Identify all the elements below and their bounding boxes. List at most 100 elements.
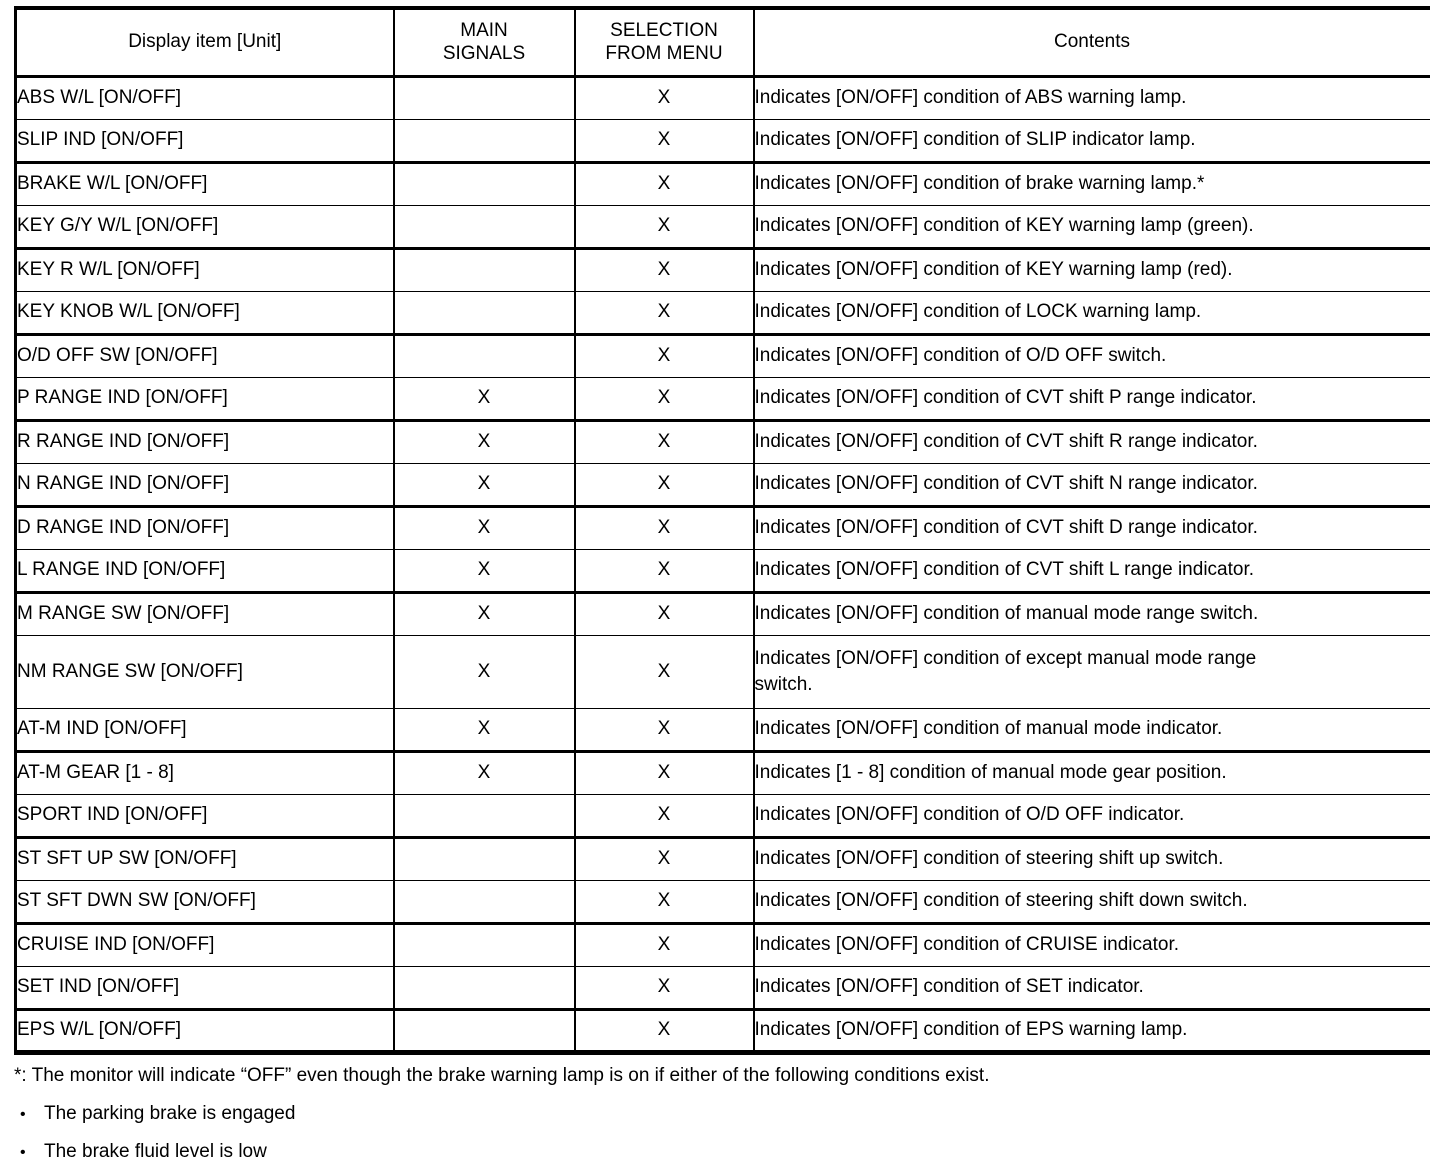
display-item-cell: AT-M GEAR [1 - 8] [17,762,174,783]
table-row: AT-M IND [ON/OFF] X X Indicates [ON/OFF]… [15,708,1430,751]
display-item-cell: KEY KNOB W/L [ON/OFF] [17,301,240,322]
contents-cell: Indicates [ON/OFF] condition of CRUISE i… [752,923,1430,966]
selection-from-menu-cell: X [573,506,754,549]
display-item-cell: CRUISE IND [ON/OFF] [17,934,215,955]
bullet-icon: • [20,1144,26,1161]
table-row: KEY R W/L [ON/OFF] X Indicates [ON/OFF] … [15,248,1430,291]
main-signals-cell [392,162,575,205]
footnote-bullet-item: • The parking brake is engaged [14,1102,1444,1127]
table-row: ST SFT UP SW [ON/OFF] X Indicates [ON/OF… [15,837,1430,880]
col-header-contents: Contents [752,8,1430,76]
table-row: SLIP IND [ON/OFF] X Indicates [ON/OFF] c… [15,119,1430,162]
table-row: M RANGE SW [ON/OFF] X X Indicates [ON/OF… [15,592,1430,635]
main-signals-cell: X [392,420,575,463]
table-row: L RANGE IND [ON/OFF] X X Indicates [ON/O… [15,549,1430,592]
contents-cell: Indicates [ON/OFF] condition of steering… [752,880,1430,923]
selection-from-menu-cell: X [573,880,754,923]
selection-from-menu-cell: X [573,377,754,420]
table-body: ABS W/L [ON/OFF] X Indicates [ON/OFF] co… [15,76,1430,1052]
contents-cell: Indicates [ON/OFF] condition of manual m… [752,592,1430,635]
display-item-cell: NM RANGE SW [ON/OFF] [17,660,243,682]
selection-from-menu-cell: X [573,837,754,880]
main-signals-cell [392,291,575,334]
selection-from-menu-cell: X [573,751,754,794]
contents-cell: Indicates [ON/OFF] condition of SLIP ind… [752,119,1430,162]
selection-from-menu-cell: X [573,1009,754,1052]
display-item-cell: N RANGE IND [ON/OFF] [17,473,230,494]
display-item-cell: ST SFT DWN SW [ON/OFF] [17,890,256,911]
display-item-cell: P RANGE IND [ON/OFF] [17,387,228,408]
display-item-cell: EPS W/L [ON/OFF] [17,1019,181,1040]
table-row: SPORT IND [ON/OFF] X Indicates [ON/OFF] … [15,794,1430,837]
contents-cell: Indicates [ON/OFF] condition of SET indi… [752,966,1430,1009]
display-item-cell: L RANGE IND [ON/OFF] [17,559,226,580]
contents-cell: Indicates [ON/OFF] condition of KEY warn… [752,248,1430,291]
contents-cell: Indicates [ON/OFF] condition of steering… [752,837,1430,880]
contents-cell: Indicates [ON/OFF] condition of except m… [752,635,1430,708]
contents-cell: Indicates [ON/OFF] condition of CVT shif… [752,420,1430,463]
selection-from-menu-cell: X [573,549,754,592]
col-header-display-item: Display item [Unit] [128,31,282,53]
table-row: SET IND [ON/OFF] X Indicates [ON/OFF] co… [15,966,1430,1009]
display-item-cell: R RANGE IND [ON/OFF] [17,431,230,452]
main-signals-cell [392,1009,575,1052]
display-item-cell: ST SFT UP SW [ON/OFF] [17,848,237,869]
display-items-table: Display item [Unit] MAIN SIGNALS SELECTI… [14,6,1430,1055]
main-signals-cell [392,923,575,966]
contents-cell: Indicates [ON/OFF] condition of KEY warn… [752,205,1430,248]
display-item-cell: SLIP IND [ON/OFF] [17,129,184,150]
table-row: AT-M GEAR [1 - 8] X X Indicates [1 - 8] … [15,751,1430,794]
selection-from-menu-cell: X [573,966,754,1009]
main-signals-cell: X [392,549,575,592]
col-header-selection-from-menu: SELECTION FROM MENU [573,8,754,76]
main-signals-cell [392,880,575,923]
main-signals-cell: X [392,463,575,506]
contents-cell: Indicates [ON/OFF] condition of EPS warn… [752,1009,1430,1052]
table-row: CRUISE IND [ON/OFF] X Indicates [ON/OFF]… [15,923,1430,966]
table-row: P RANGE IND [ON/OFF] X X Indicates [ON/O… [15,377,1430,420]
contents-cell: Indicates [ON/OFF] condition of brake wa… [752,162,1430,205]
display-item-cell: M RANGE SW [ON/OFF] [17,603,230,624]
selection-from-menu-cell: X [573,420,754,463]
main-signals-cell [392,76,575,119]
footnote: *: The monitor will indicate “OFF” even … [14,1064,1444,1172]
display-items-table-wrap: Display item [Unit] MAIN SIGNALS SELECTI… [14,6,1430,1055]
main-signals-cell [392,334,575,377]
display-item-cell: BRAKE W/L [ON/OFF] [17,173,208,194]
selection-from-menu-cell: X [573,923,754,966]
table-row: BRAKE W/L [ON/OFF] X Indicates [ON/OFF] … [15,162,1430,205]
contents-cell: Indicates [ON/OFF] condition of CVT shif… [752,463,1430,506]
table-row: D RANGE IND [ON/OFF] X X Indicates [ON/O… [15,506,1430,549]
col-header-main-signals: MAIN SIGNALS [392,8,575,76]
main-signals-cell: X [392,708,575,751]
display-item-cell: D RANGE IND [ON/OFF] [17,517,230,538]
footnote-note: *: The monitor will indicate “OFF” even … [14,1065,990,1086]
selection-from-menu-cell: X [573,463,754,506]
display-item-cell: KEY R W/L [ON/OFF] [17,259,200,280]
main-signals-cell: X [392,751,575,794]
table-row: NM RANGE SW [ON/OFF] X X Indicates [ON/O… [15,635,1430,708]
contents-cell: Indicates [ON/OFF] condition of CVT shif… [752,506,1430,549]
contents-cell: Indicates [ON/OFF] condition of CVT shif… [752,549,1430,592]
main-signals-cell [392,794,575,837]
main-signals-cell [392,248,575,291]
contents-cell: Indicates [ON/OFF] condition of ABS warn… [752,76,1430,119]
table-row: KEY KNOB W/L [ON/OFF] X Indicates [ON/OF… [15,291,1430,334]
table-row: KEY G/Y W/L [ON/OFF] X Indicates [ON/OFF… [15,205,1430,248]
display-item-cell: KEY G/Y W/L [ON/OFF] [17,215,219,236]
contents-cell: Indicates [ON/OFF] condition of manual m… [752,708,1430,751]
main-signals-cell: X [392,506,575,549]
selection-from-menu-cell: X [573,794,754,837]
display-item-cell: SET IND [ON/OFF] [17,976,180,997]
contents-cell: Indicates [ON/OFF] condition of CVT shif… [752,377,1430,420]
main-signals-cell [392,205,575,248]
footnote-bullet-list: • The parking brake is engaged • The bra… [14,1102,1444,1165]
display-item-cell: ABS W/L [ON/OFF] [17,87,181,108]
selection-from-menu-cell: X [573,76,754,119]
table-row: ST SFT DWN SW [ON/OFF] X Indicates [ON/O… [15,880,1430,923]
selection-from-menu-cell: X [573,205,754,248]
selection-from-menu-cell: X [573,248,754,291]
contents-cell: Indicates [ON/OFF] condition of LOCK war… [752,291,1430,334]
main-signals-cell: X [392,635,575,708]
